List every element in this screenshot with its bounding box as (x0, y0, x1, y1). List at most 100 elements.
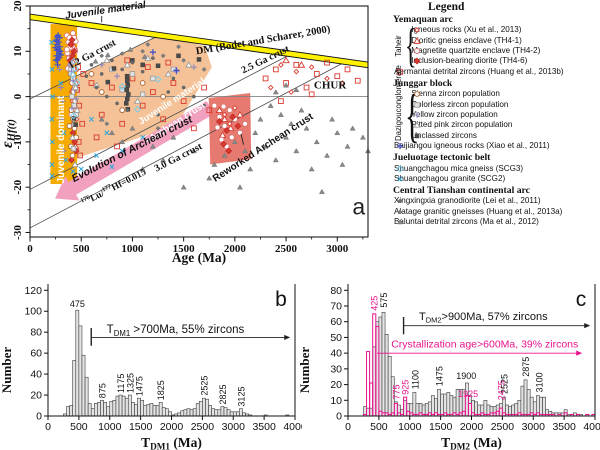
svg-text:Age (Ma): Age (Ma) (172, 250, 226, 265)
legend-item: Colorless zircon population (411, 99, 512, 109)
svg-text:500: 500 (73, 243, 90, 255)
svg-text:2000: 2000 (224, 243, 247, 255)
legend-item-label: Baijiangou igneous rocks (Xiao et al., 2… (394, 141, 550, 151)
svg-text:500: 500 (70, 421, 88, 433)
svg-text:1500: 1500 (429, 421, 453, 433)
legend-item-label: Sienna zircon population (411, 89, 500, 99)
svg-text:εHf(t): εHf(t) (0, 119, 18, 148)
svg-text:0: 0 (12, 93, 24, 99)
triangle-marker-icon (413, 36, 422, 44)
svg-text:3125: 3125 (236, 387, 246, 407)
svg-text:30: 30 (330, 363, 342, 375)
circle-marker-icon (398, 199, 402, 204)
svg-text:0: 0 (36, 411, 42, 423)
svg-text:20: 20 (12, 0, 24, 12)
legend-bracket-group: Taheir{Igneous rocks (Xu et al., 2013) Di… (394, 22, 600, 69)
legend-item-label: Inclusion-bearing diorite (TH4-6) (411, 56, 528, 66)
svg-text:2500: 2500 (275, 243, 298, 255)
scatter-series-m11 (52, 32, 180, 74)
curly-brace-icon: { (405, 81, 420, 148)
svg-text:20: 20 (330, 379, 342, 391)
svg-text:3500: 3500 (252, 421, 276, 433)
legend-item: Unclassed zircons (411, 131, 512, 141)
legend-section-header: Yemaquan arc (393, 14, 453, 25)
legend-item-label: Alatage granitic gneisses (Huang et al.,… (394, 206, 563, 216)
svg-text:80: 80 (30, 327, 42, 339)
plus-marker-icon (396, 143, 404, 150)
svg-text:1000: 1000 (398, 421, 422, 433)
svg-text:2500: 2500 (491, 421, 515, 433)
svg-text:0: 0 (27, 243, 33, 255)
svg-text:2000: 2000 (460, 421, 484, 433)
svg-text:-30: -30 (12, 225, 24, 240)
scatter-series-m16 (92, 46, 371, 194)
svg-text:2500: 2500 (191, 421, 215, 433)
legend-item: Aermantai detrital zircons (Huang et al.… (394, 67, 600, 77)
svg-text:TDM1 >700Ma, 55% zircons: TDM1 >700Ma, 55% zircons (107, 324, 245, 338)
svg-text:875: 875 (98, 383, 108, 398)
diamond-marker-icon (396, 164, 404, 173)
svg-text:a: a (352, 193, 365, 219)
legend-item: Alatage granitic gneisses (Huang et al.,… (394, 207, 600, 217)
legend-item-label: Yellow zircon population (411, 109, 498, 119)
svg-text:c: c (576, 288, 587, 311)
square-marker-icon (414, 101, 420, 108)
legend-item-label: Unclassed zircons (411, 130, 477, 140)
svg-text:1500: 1500 (173, 243, 196, 255)
scatter-series-m15 (99, 42, 207, 131)
legend-title: Legend (428, 1, 465, 13)
square-marker-icon (397, 68, 403, 75)
svg-text:1925: 1925 (458, 389, 478, 399)
svg-text:3500: 3500 (552, 421, 576, 433)
svg-text:1475: 1475 (135, 376, 145, 396)
svg-text:425: 425 (370, 296, 380, 311)
svg-text:80: 80 (330, 285, 342, 297)
svg-text:1825: 1825 (156, 380, 166, 400)
svg-text:70: 70 (330, 301, 342, 313)
svg-text:40: 40 (330, 348, 342, 360)
legend-item: Xingxingxia granodiorite (Lei et al., 20… (394, 196, 600, 206)
legend-item-label: Aermantai detrital zircons (Huang et al.… (394, 66, 564, 76)
legend-item: Shuangchagou mica gneiss (SCG3) (394, 163, 600, 173)
svg-text:2825: 2825 (218, 384, 228, 404)
panel-a-hf-age-plot: Juvenile dominant Juvenile material+Arche… (0, 0, 371, 265)
svg-text:2875: 2875 (521, 357, 531, 377)
svg-text:10: 10 (12, 45, 24, 57)
svg-text:-10: -10 (12, 134, 24, 149)
legend-item: Inclusion-bearing diorite (TH4-6) (411, 56, 540, 66)
svg-text:Crystallization age>600Ma, 39%: Crystallization age>600Ma, 39% zircons (391, 339, 578, 351)
legend-panel: Legend Yemaquan arc Taheir{Igneous rocks … (392, 1, 600, 227)
legend-bracket-group: Dazigouconglomerate{Sienna zircon popula… (394, 65, 600, 148)
legend-item: Pitted pink zircon population (411, 120, 512, 130)
scatter-series-m13 (49, 39, 146, 179)
svg-text:1175: 1175 (116, 374, 126, 393)
scatter-series-m9 (68, 54, 193, 168)
svg-text:2000: 2000 (160, 421, 184, 433)
svg-text:3000: 3000 (222, 421, 246, 433)
legend-item-label: Magnetite quartzite enclave (TH4-2) (411, 45, 541, 55)
legend-body: Yemaquan arc Taheir{Igneous rocks (Xu et … (392, 14, 600, 227)
legend-item: Igneous rocks (Xu et al., 2013) (411, 25, 540, 35)
svg-text:0: 0 (345, 421, 351, 433)
scatter-series-m14 (84, 56, 206, 117)
svg-text:10: 10 (330, 395, 342, 407)
svg-text:3100: 3100 (534, 372, 544, 392)
svg-text:2525: 2525 (499, 374, 509, 394)
svg-text:575: 575 (379, 293, 389, 308)
legend-group-rotated-label: Taheir (394, 35, 403, 57)
svg-text:3.0 Ga crust: 3.0 Ga crust (153, 141, 205, 175)
svg-text:1100: 1100 (410, 370, 420, 389)
legend-section-header: Central Tianshan continental arc (393, 185, 530, 197)
legend-section-header: Junggar block (393, 77, 453, 89)
legend-item: Magnetite quartzite enclave (TH4-2) (411, 46, 540, 56)
svg-text:2525: 2525 (199, 376, 209, 396)
scatter-series-m12 (68, 57, 162, 120)
legend-item: Baluntai detrital zircons (Ma et al., 20… (394, 217, 600, 227)
svg-text:1000: 1000 (121, 243, 144, 255)
svg-text:TDM2>900Ma, 57% zircons: TDM2>900Ma, 57% zircons (419, 311, 548, 325)
legend-section-header: Jueluotage tectonic belt (393, 152, 491, 164)
legend-item: Shuangchagou granite (SCG2) (394, 174, 600, 184)
svg-text:775: 775 (391, 384, 401, 399)
svg-text:20: 20 (30, 390, 42, 402)
